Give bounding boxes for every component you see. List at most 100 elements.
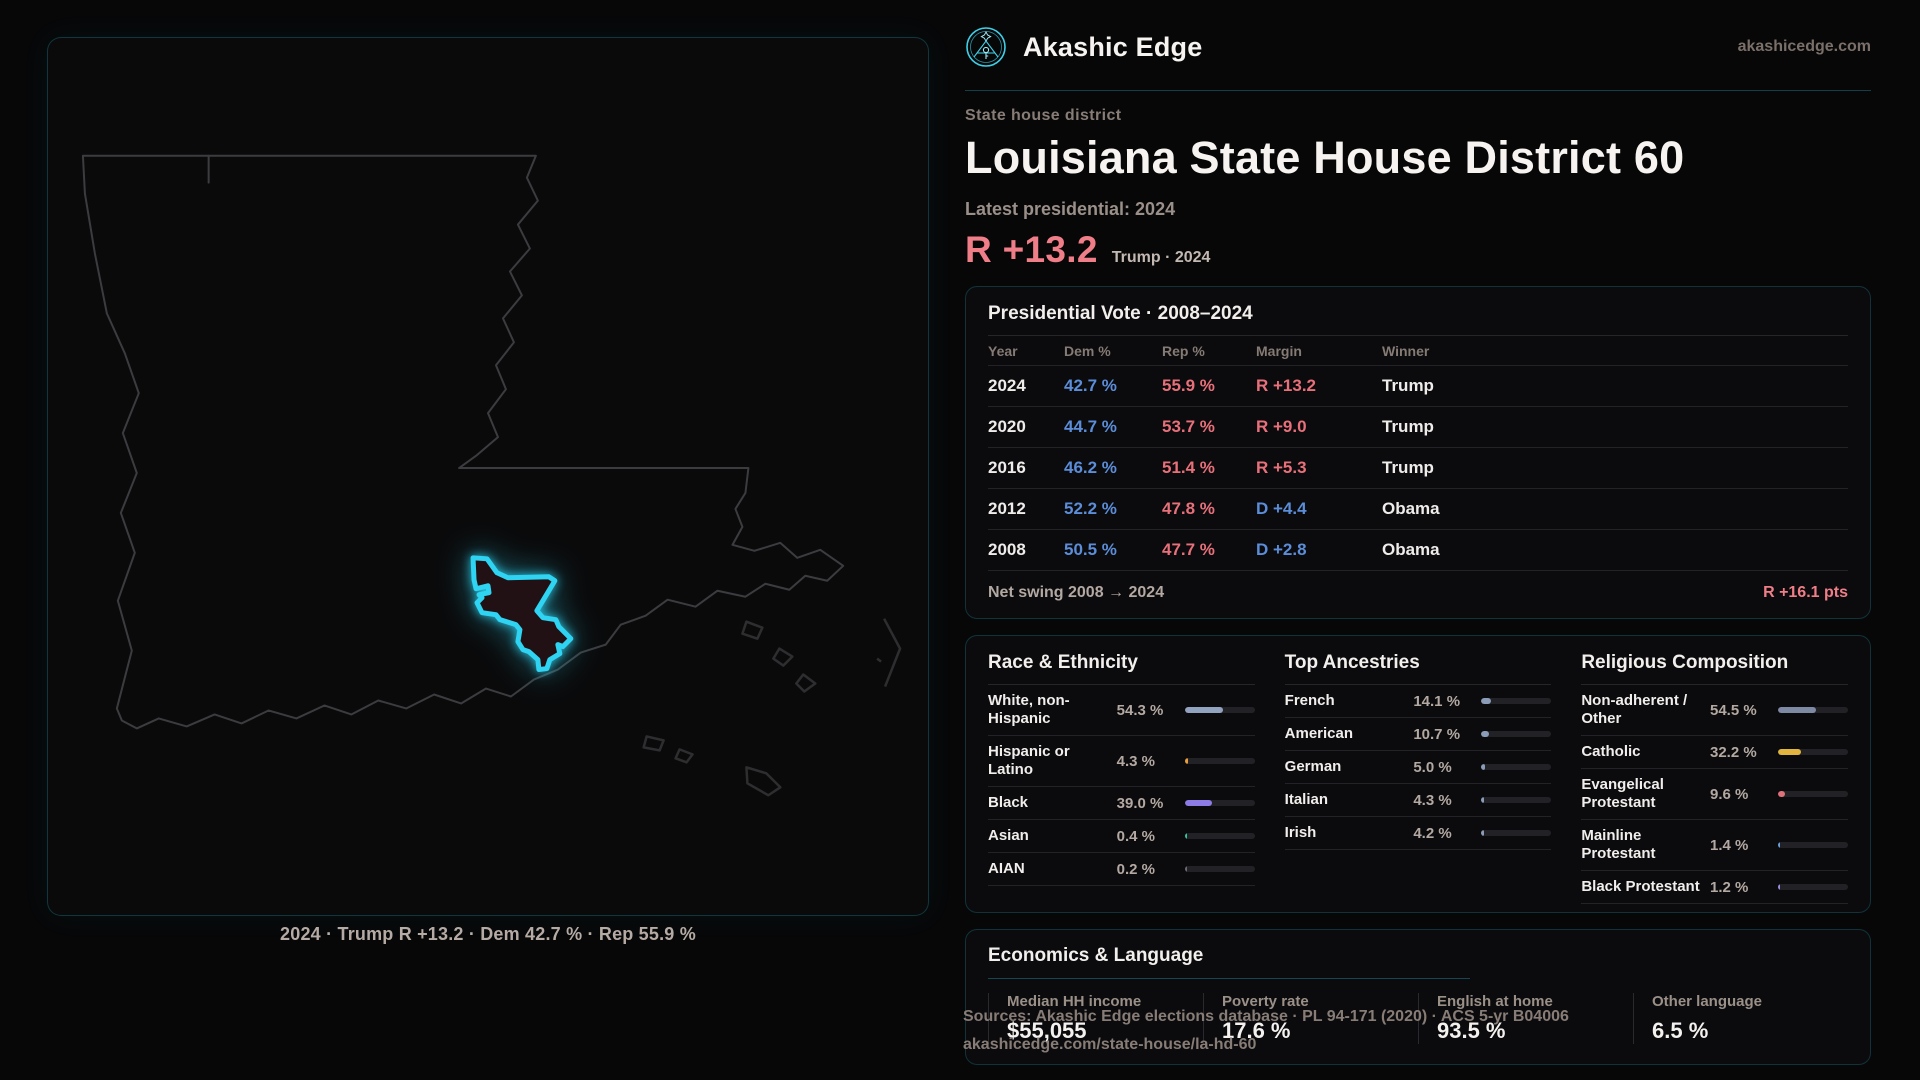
stat-row: German 5.0 % <box>1284 751 1552 784</box>
map-caption: 2024 · Trump R +13.2 · Dem 42.7 % · Rep … <box>280 924 696 944</box>
stat-block: Median HH income $55,055 <box>988 993 1203 1044</box>
stat-bar-fill <box>1777 842 1780 848</box>
stat-value: 4.3 % <box>1116 752 1156 770</box>
cell-year: 2008 <box>988 540 1026 559</box>
stat-row: AIAN 0.2 % <box>988 853 1255 886</box>
cell-year: 2016 <box>988 458 1026 477</box>
stat-value: 39.0 % <box>1116 794 1164 812</box>
stat-bar <box>1184 866 1255 872</box>
stat-label: White, non-Hispanic <box>988 692 1070 727</box>
race-ethnicity-list: White, non-Hispanic 54.3 % Hispanic or L… <box>988 685 1255 886</box>
district-map-card <box>47 37 929 916</box>
stat-label: Other language <box>1652 993 1763 1010</box>
stat-row: Evangelical Protestant 9.6 % <box>1581 769 1848 820</box>
col-header-dem: Dem % <box>1064 343 1111 359</box>
divider <box>1284 684 1552 685</box>
district-shape[interactable] <box>470 555 574 673</box>
boundary-fragment <box>876 618 902 687</box>
stat-row: Black 39.0 % <box>988 787 1255 820</box>
state-outline <box>81 154 845 730</box>
stat-bar-fill <box>1184 800 1212 806</box>
stat-value: 93.5 % <box>1437 1018 1506 1043</box>
net-swing-value: R +16.1 pts <box>1763 584 1848 601</box>
religion-panel: Religious Composition Non-adherent / Oth… <box>1581 652 1848 904</box>
header-divider <box>965 90 1871 91</box>
stat-label: Non-adherent / Other <box>1581 692 1688 727</box>
stat-bar-fill <box>1777 707 1817 713</box>
stat-label: Median HH income <box>1007 993 1142 1010</box>
ancestries-list: French 14.1 % American 10.7 % German 5.0… <box>1284 685 1552 850</box>
stat-row: Mainline Protestant 1.4 % <box>1581 820 1848 871</box>
stat-value: 5.0 % <box>1413 758 1452 776</box>
stat-value: 9.6 % <box>1709 785 1749 803</box>
stat-value: 14.1 % <box>1413 692 1461 710</box>
net-swing-label: Net swing 2008 → 2024 <box>988 584 1165 601</box>
col-header-year: Year <box>988 343 1018 359</box>
stat-bar-fill <box>1481 764 1485 770</box>
demographics-card: Race & Ethnicity White, non-Hispanic 54.… <box>965 635 1871 913</box>
district-kicker: State house district <box>965 107 1122 124</box>
stat-bar <box>1777 842 1848 848</box>
stat-row: American 10.7 % <box>1284 718 1552 751</box>
latest-presidential-label: Latest presidential: 2024 <box>965 199 1176 219</box>
cell-dem: 42.7 % <box>1064 376 1117 395</box>
stat-row: Irish 4.2 % <box>1284 817 1552 850</box>
stat-value: 0.2 % <box>1116 860 1156 878</box>
stat-label: Black <box>988 794 1029 811</box>
cell-year: 2020 <box>988 417 1026 436</box>
stat-bar <box>1184 833 1255 839</box>
cell-margin: D +4.4 <box>1256 499 1307 518</box>
stat-value: $55,055 <box>1007 1018 1087 1043</box>
cell-dem: 46.2 % <box>1064 458 1117 477</box>
stat-bar-fill <box>1777 791 1785 797</box>
religion-title: Religious Composition <box>1581 652 1789 673</box>
stat-bar-fill <box>1184 758 1188 764</box>
table-row: 2016 46.2 % 51.4 % R +5.3 Trump <box>988 448 1848 489</box>
stat-value: 0.4 % <box>1116 827 1156 845</box>
stat-value: 1.2 % <box>1709 878 1749 896</box>
col-header-winner: Winner <box>1382 343 1430 359</box>
cell-rep: 47.7 % <box>1162 540 1215 559</box>
cell-winner: Obama <box>1382 499 1440 518</box>
stat-row: Non-adherent / Other 54.5 % <box>1581 685 1848 736</box>
stat-value: 54.3 % <box>1116 701 1164 719</box>
cell-margin: R +13.2 <box>1256 376 1317 395</box>
stat-row: Catholic 32.2 % <box>1581 736 1848 769</box>
headline-margin-value: R +13.2 <box>965 229 1098 270</box>
cell-margin: D +2.8 <box>1256 540 1307 559</box>
brand-name: Akashic Edge <box>1023 31 1203 62</box>
col-header-margin: Margin <box>1256 343 1302 359</box>
louisiana-map <box>81 154 902 797</box>
stat-value: 32.2 % <box>1709 743 1757 761</box>
cell-dem: 50.5 % <box>1064 540 1117 559</box>
headline-margin-row: R +13.2 Trump · 2024 <box>965 229 1871 271</box>
stat-bar-fill <box>1184 833 1187 839</box>
cell-margin: R +9.0 <box>1256 417 1307 436</box>
divider <box>1581 684 1848 685</box>
stat-bar <box>1184 758 1255 764</box>
stat-value: 54.5 % <box>1709 701 1757 719</box>
stat-label: English at home <box>1437 993 1553 1010</box>
stat-label: Poverty rate <box>1222 993 1309 1010</box>
stat-label: Hispanic or Latino <box>988 743 1070 778</box>
stat-bar-fill <box>1184 866 1187 872</box>
stat-bar-fill <box>1777 884 1780 890</box>
cell-dem: 52.2 % <box>1064 499 1117 518</box>
cell-margin: R +5.3 <box>1256 458 1307 477</box>
table-row: 2024 42.7 % 55.9 % R +13.2 Trump <box>988 366 1848 407</box>
stat-row: French 14.1 % <box>1284 685 1552 718</box>
stat-label: Catholic <box>1581 743 1641 760</box>
akashic-edge-logo-icon <box>966 27 1006 67</box>
stat-value: 10.7 % <box>1413 725 1461 743</box>
stat-label: Asian <box>988 827 1029 844</box>
delta-islands <box>642 620 817 797</box>
stat-bar <box>1481 830 1552 836</box>
stat-bar <box>1481 731 1552 737</box>
col-header-rep: Rep % <box>1162 343 1205 359</box>
header-bar: Akashic Edge akashicedge.com <box>965 26 1871 68</box>
religion-list: Non-adherent / Other 54.5 % Catholic 32.… <box>1581 685 1848 904</box>
cell-dem: 44.7 % <box>1064 417 1117 436</box>
stat-bar <box>1777 707 1848 713</box>
brand-domain-link[interactable]: akashicedge.com <box>1737 38 1871 55</box>
